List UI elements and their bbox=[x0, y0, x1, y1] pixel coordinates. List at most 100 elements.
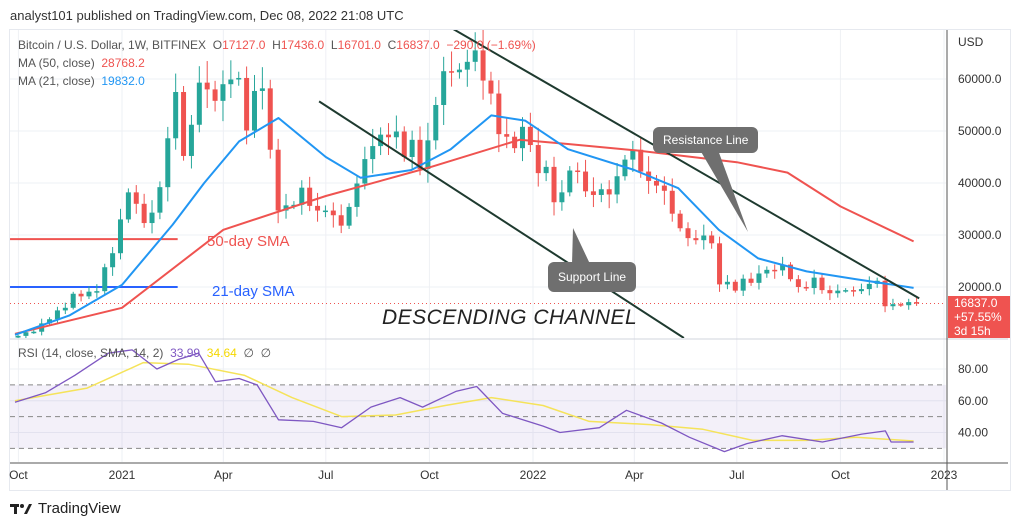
candle-body bbox=[827, 290, 833, 294]
candle-body bbox=[835, 290, 841, 294]
candle-body bbox=[31, 331, 37, 334]
candle-body bbox=[898, 304, 904, 306]
time-tick-label: Oct bbox=[9, 468, 28, 482]
candle-body bbox=[906, 302, 912, 306]
time-tick-label: Apr bbox=[214, 468, 233, 482]
candle-body bbox=[456, 69, 462, 73]
tradingview-logo[interactable]: TradingView bbox=[10, 500, 121, 517]
ma21-value: 19832.0 bbox=[101, 74, 145, 88]
candle-body bbox=[149, 212, 155, 224]
candle-body bbox=[851, 290, 857, 292]
candle-body bbox=[551, 166, 557, 203]
candle-body bbox=[677, 213, 683, 229]
candle-body bbox=[661, 185, 667, 191]
rsi-sma-value: 34.64 bbox=[206, 346, 237, 360]
candle-body bbox=[685, 228, 691, 239]
time-tick-label: 2021 bbox=[109, 468, 136, 482]
candle-body bbox=[787, 264, 793, 280]
rsi-empty-value-2: ∅ bbox=[260, 346, 272, 360]
candle-body bbox=[86, 291, 92, 297]
candle-body bbox=[614, 176, 620, 195]
high-label: H bbox=[272, 38, 281, 52]
candle-body bbox=[110, 253, 116, 268]
candle-body bbox=[449, 71, 455, 73]
publisher-line: analyst101 published on TradingView.com,… bbox=[10, 8, 404, 23]
candle-body bbox=[583, 171, 589, 192]
candle-body bbox=[748, 278, 754, 283]
candle-body bbox=[188, 124, 194, 156]
rsi-legend[interactable]: RSI (14, close, SMA, 14, 2) 33.99 34.64 … bbox=[18, 346, 271, 360]
candle-body bbox=[575, 170, 581, 173]
candle-body bbox=[267, 88, 273, 150]
candle-body bbox=[15, 335, 21, 338]
candle-body bbox=[535, 145, 541, 174]
candle-body bbox=[740, 278, 746, 291]
candle-body bbox=[133, 192, 139, 204]
candle-body bbox=[425, 140, 431, 169]
price-tick-label: 60000.0 bbox=[958, 72, 1002, 86]
price-tick-label: 40000.0 bbox=[958, 176, 1002, 190]
time-tick-label: 2022 bbox=[520, 468, 547, 482]
candle-body bbox=[472, 50, 478, 62]
candle-body bbox=[220, 84, 226, 101]
ma50-legend[interactable]: MA (50, close) 28768.2 bbox=[18, 56, 145, 70]
candle-body bbox=[882, 280, 888, 307]
candle-body bbox=[803, 287, 809, 289]
candle-body bbox=[157, 187, 163, 213]
candle-body bbox=[393, 131, 399, 138]
candle-body bbox=[23, 332, 29, 336]
candle-body bbox=[346, 206, 352, 226]
ma50-label: MA (50, close) bbox=[18, 56, 95, 70]
candle-body bbox=[504, 134, 510, 137]
ma21-label: MA (21, close) bbox=[18, 74, 95, 88]
support-callout: Support Line bbox=[548, 262, 637, 292]
time-tick-label: 2023 bbox=[931, 468, 958, 482]
support-callout-pointer bbox=[572, 228, 590, 264]
high-value: 17436.0 bbox=[280, 38, 325, 52]
candle-body bbox=[914, 302, 920, 304]
candle-body bbox=[638, 149, 644, 172]
candle-body bbox=[244, 77, 250, 131]
ma50-line bbox=[14, 138, 915, 335]
candle-body bbox=[315, 205, 321, 211]
candle-body bbox=[512, 136, 518, 149]
candle-body bbox=[441, 71, 447, 105]
time-tick-label: Oct bbox=[420, 468, 439, 482]
candle-body bbox=[717, 243, 723, 285]
candle-body bbox=[259, 88, 265, 91]
candle-body bbox=[54, 310, 60, 320]
ma21-legend[interactable]: MA (21, close) 19832.0 bbox=[18, 74, 145, 88]
candle-body bbox=[858, 289, 864, 292]
last-price-tag: 16837.0 +57.55% 3d 15h bbox=[948, 296, 1010, 338]
candle-body bbox=[819, 277, 825, 291]
candle-body bbox=[307, 187, 313, 206]
candle-body bbox=[322, 210, 328, 213]
time-tick-label: Apr bbox=[625, 468, 644, 482]
rsi-tick-label: 40.00 bbox=[958, 426, 988, 440]
candle-body bbox=[630, 149, 636, 160]
candle-body bbox=[330, 210, 336, 216]
candle-body bbox=[780, 264, 786, 271]
rsi-tick-label: 60.00 bbox=[958, 394, 988, 408]
open-value: 17127.0 bbox=[222, 38, 266, 52]
candle-body bbox=[417, 139, 423, 169]
candle-body bbox=[693, 238, 699, 241]
resistance-callout: Resistance Line bbox=[653, 127, 759, 153]
open-label: O bbox=[212, 38, 223, 52]
candle-body bbox=[228, 79, 234, 85]
resistance-trendline bbox=[452, 30, 920, 300]
sma21-annotation: 21-day SMA bbox=[212, 283, 295, 300]
candle-body bbox=[519, 126, 525, 149]
price-tick-label: 20000.0 bbox=[958, 280, 1002, 294]
candle-body bbox=[709, 235, 715, 244]
candle-body bbox=[701, 235, 707, 241]
candle-body bbox=[409, 139, 415, 157]
candle-body bbox=[275, 149, 281, 211]
candle-body bbox=[196, 82, 202, 125]
candle-body bbox=[94, 291, 100, 293]
candle-body bbox=[543, 166, 549, 174]
price-tick-label: 50000.0 bbox=[958, 124, 1002, 138]
candle-body bbox=[669, 190, 675, 214]
candle-body bbox=[181, 92, 187, 156]
